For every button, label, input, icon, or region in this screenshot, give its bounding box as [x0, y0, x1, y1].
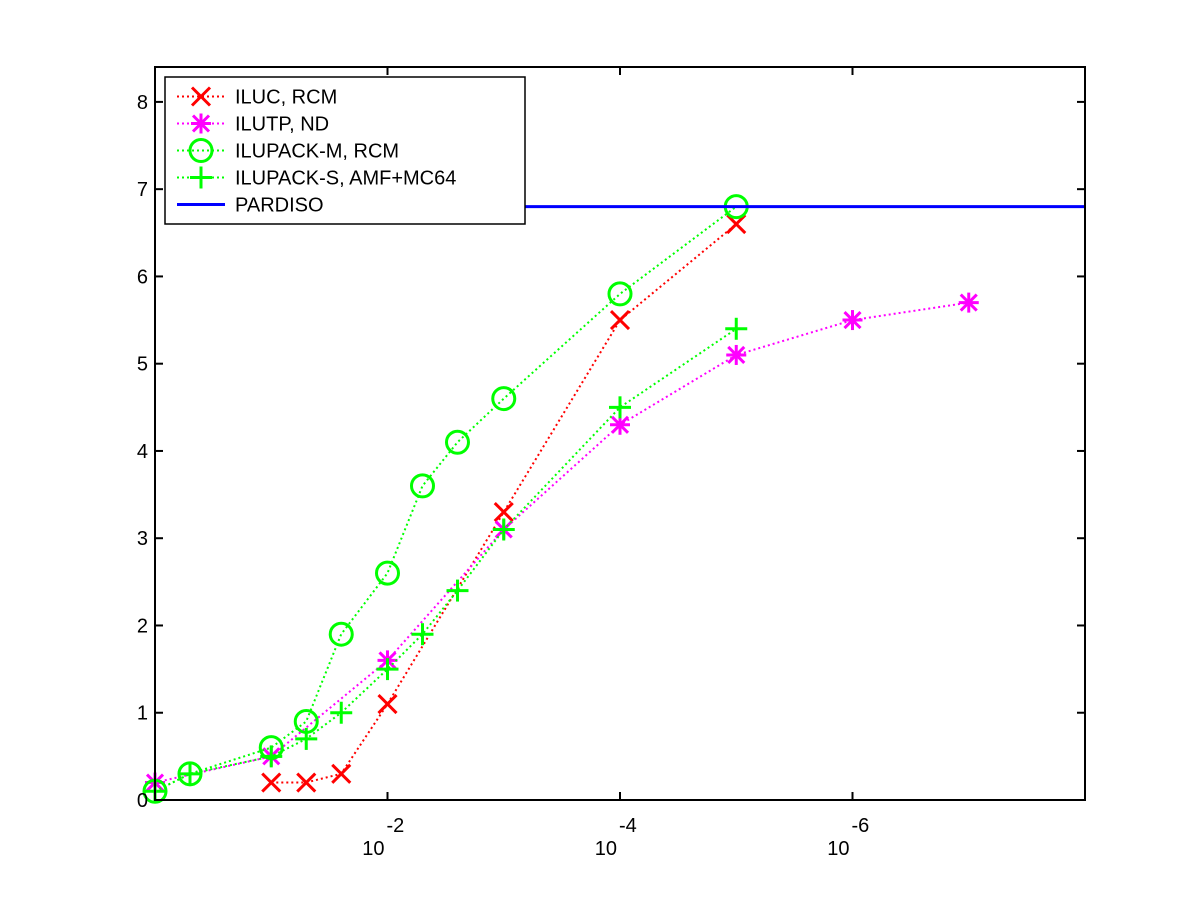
- legend-item-iluc-rcm: ILUC, RCM: [177, 86, 337, 109]
- data-point-ilupack-s-amf-mc64-2: [260, 745, 283, 768]
- data-point-iluc-rcm-2: [331, 763, 352, 784]
- series-line-ilupack-s-amf-mc64: [154, 327, 737, 793]
- data-point-ilutp-nd-6: [842, 310, 863, 331]
- legend-swatch-marker: [191, 113, 211, 134]
- legend-item-ilupack-s-amf-mc64: ILUPACK-S, AMF+MC64: [177, 166, 456, 190]
- data-point-ilupack-m-rcm-7: [444, 429, 470, 455]
- y-tick-label: 0: [137, 790, 148, 812]
- x-tick-label: 10-2: [362, 815, 404, 860]
- data-point-ilupack-s-amf-mc64-10: [725, 317, 748, 340]
- data-point-ilupack-m-rcm-6: [409, 473, 435, 499]
- data-point-ilupack-m-rcm-5: [375, 560, 400, 586]
- x-tick-label-exponent: -4: [619, 815, 637, 837]
- legend-label: ILUPACK-M, RCM: [235, 141, 399, 163]
- y-tick-label: 1: [137, 703, 148, 725]
- legend-label: PARDISO: [235, 195, 324, 217]
- series-iluc-rcm: [261, 214, 747, 793]
- data-point-ilupack-m-rcm-9: [607, 281, 633, 307]
- data-point-ilupack-s-amf-mc64-4: [330, 701, 353, 724]
- legend-item-ilutp-nd: ILUTP, ND: [177, 113, 329, 136]
- x-tick-label-exponent: -6: [852, 815, 870, 837]
- legend: ILUC, RCM ILUTP, ND ILUPACK-M, RCM ILUPACK-…: [164, 76, 526, 225]
- data-point-iluc-rcm-3: [377, 693, 398, 715]
- legend-swatch-marker: [190, 166, 212, 189]
- y-tick-label: 6: [137, 266, 148, 288]
- legend-item-pardiso: PARDISO: [177, 195, 324, 217]
- data-point-ilupack-s-amf-mc64-8: [492, 518, 515, 541]
- y-tick-label: 8: [137, 92, 148, 114]
- data-point-iluc-rcm-1: [296, 772, 317, 793]
- data-point-ilupack-s-amf-mc64-6: [411, 623, 434, 646]
- x-tick-label: 10-4: [595, 815, 637, 860]
- data-point-iluc-rcm-6: [726, 214, 747, 235]
- data-point-ilutp-nd-7: [958, 292, 979, 313]
- data-point-ilupack-s-amf-mc64-1: [178, 762, 201, 785]
- legend-label: ILUTP, ND: [235, 114, 329, 136]
- y-tick-label: 7: [137, 179, 148, 201]
- data-point-ilupack-m-rcm-8: [491, 386, 517, 412]
- x-tick-label-exponent: -2: [387, 815, 405, 837]
- data-point-ilutp-nd-4: [610, 414, 630, 435]
- data-point-iluc-rcm-4: [493, 501, 514, 523]
- x-tick-label-base: 10: [362, 838, 384, 860]
- data-point-ilupack-s-amf-mc64-9: [609, 396, 631, 419]
- legend-item-ilupack-m-rcm: ILUPACK-M, RCM: [177, 138, 399, 163]
- legend-box: [164, 76, 526, 225]
- data-point-ilutp-nd-5: [726, 344, 747, 365]
- legend-swatch-marker: [190, 86, 212, 107]
- series-layer: [142, 194, 1085, 804]
- x-tick-label: 10-6: [827, 815, 869, 860]
- y-tick-label: 4: [137, 441, 148, 463]
- legend-swatch-marker: [188, 138, 214, 163]
- x-tick-label-base: 10: [595, 838, 617, 860]
- data-point-iluc-rcm-0: [261, 772, 282, 793]
- data-point-ilupack-m-rcm-4: [328, 621, 354, 647]
- y-tick-label: 3: [137, 528, 148, 550]
- y-tick-label: 2: [137, 615, 148, 637]
- data-point-ilupack-s-amf-mc64-5: [376, 658, 399, 681]
- data-point-ilupack-s-amf-mc64-3: [295, 727, 318, 750]
- series-line-ilupack-m-rcm: [154, 205, 737, 793]
- legend-label: ILUPACK-S, AMF+MC64: [235, 168, 456, 190]
- data-point-iluc-rcm-5: [609, 309, 631, 331]
- data-point-ilupack-s-amf-mc64-7: [446, 579, 469, 602]
- x-tick-label-base: 10: [827, 838, 849, 860]
- y-tick-label: 5: [137, 354, 148, 376]
- legend-label: ILUC, RCM: [235, 87, 337, 109]
